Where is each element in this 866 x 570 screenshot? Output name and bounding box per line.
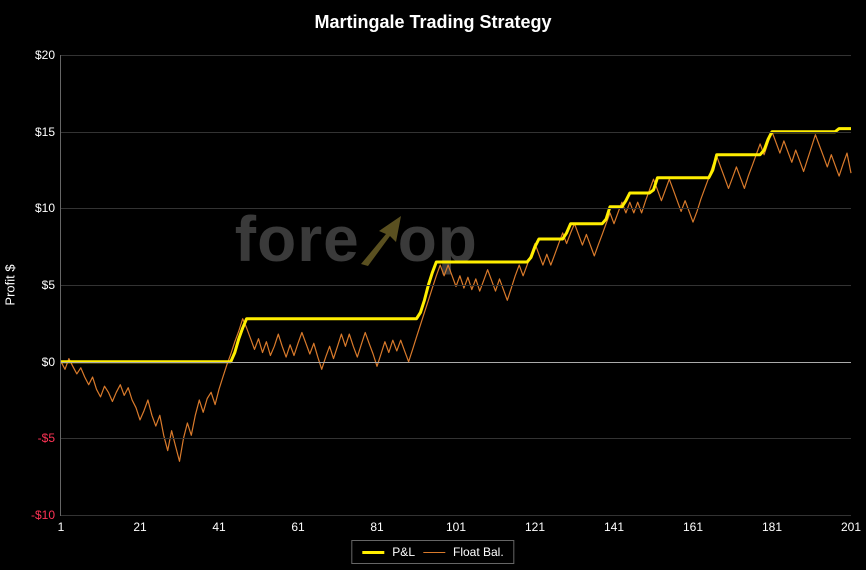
ytick-label: $0 <box>42 355 61 369</box>
ytick-label: -$10 <box>31 508 61 522</box>
legend-swatch <box>362 551 384 554</box>
gridline <box>61 362 851 363</box>
ytick-label: $20 <box>35 48 61 62</box>
legend-label: P&L <box>392 545 415 559</box>
ytick-label: $5 <box>42 278 61 292</box>
ytick-label: -$5 <box>38 431 61 445</box>
legend-label: Float Bal. <box>453 545 504 559</box>
plot-area: fore op -$10-$5$0$5$10$15$20121416181101… <box>60 55 851 516</box>
gridline <box>61 55 851 56</box>
xtick-label: 61 <box>291 515 304 534</box>
xtick-label: 181 <box>762 515 782 534</box>
xtick-label: 21 <box>133 515 146 534</box>
series-float-bal- <box>61 132 851 462</box>
xtick-label: 41 <box>212 515 225 534</box>
ytick-label: $15 <box>35 125 61 139</box>
xtick-label: 1 <box>58 515 65 534</box>
gridline <box>61 208 851 209</box>
legend-swatch <box>423 552 445 553</box>
xtick-label: 81 <box>370 515 383 534</box>
xtick-label: 201 <box>841 515 861 534</box>
gridline <box>61 438 851 439</box>
gridline <box>61 285 851 286</box>
chart-container: Martingale Trading Strategy Profit $ for… <box>0 0 866 570</box>
chart-title: Martingale Trading Strategy <box>0 12 866 33</box>
xtick-label: 141 <box>604 515 624 534</box>
legend: P&L Float Bal. <box>351 540 514 564</box>
xtick-label: 161 <box>683 515 703 534</box>
series-p-l <box>61 129 851 362</box>
y-axis-label: Profit $ <box>3 264 18 305</box>
xtick-label: 101 <box>446 515 466 534</box>
gridline <box>61 132 851 133</box>
ytick-label: $10 <box>35 201 61 215</box>
xtick-label: 121 <box>525 515 545 534</box>
